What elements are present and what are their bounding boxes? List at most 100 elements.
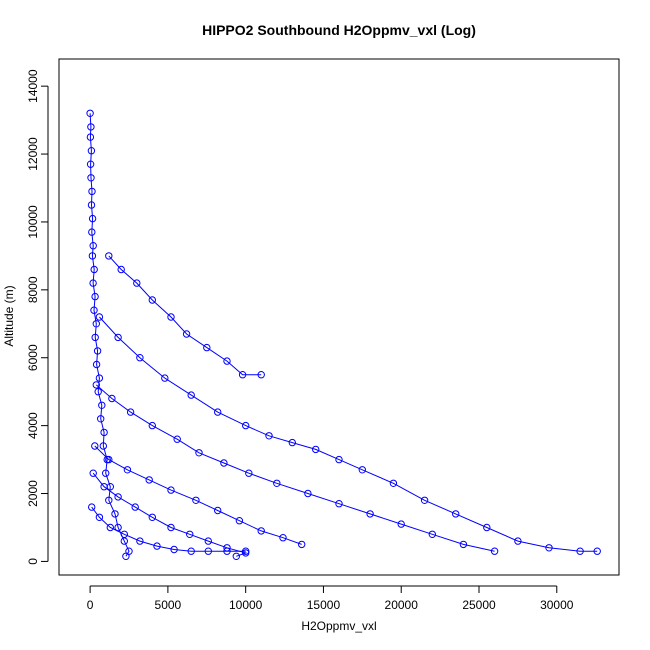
data-point [108,394,116,403]
data-point [95,313,104,321]
y-tick-label: 12000 [26,137,40,171]
data-point [100,428,108,437]
data-point [133,279,141,287]
data-point [420,496,429,504]
x-tick-label: 5000 [155,598,182,612]
data-point [87,147,96,155]
data-series [86,109,133,560]
data-point [88,214,97,223]
data-point [90,265,98,274]
data-point [304,489,312,498]
x-tick-label: 30000 [540,598,574,612]
data-point [335,455,343,464]
data-point [186,530,194,538]
data-point [148,421,157,430]
data-point [92,360,101,369]
data-point [238,371,247,379]
data-point [136,354,144,362]
data-point [92,320,101,328]
data-point [86,109,94,118]
data-point [91,442,99,450]
data-point [312,445,320,454]
y-tick-label: 6000 [26,344,40,371]
data-point [148,513,157,521]
data-point [593,547,601,555]
data-point [123,466,132,474]
data-point [86,133,95,141]
data-series [92,381,499,555]
data-point [105,252,113,260]
data-point [187,547,195,555]
data-point [223,547,231,555]
series-line [99,316,598,552]
data-point [100,483,108,491]
data-point [358,466,366,474]
data-point [91,292,99,301]
data-point [397,520,405,528]
data-point [232,552,241,560]
y-tick-label: 4000 [26,412,40,439]
data-point [192,496,200,504]
data-point [483,523,491,532]
data-series [105,252,265,379]
data-series [91,442,306,549]
data-point [92,381,101,389]
data-point [89,242,97,250]
data-point [122,552,130,560]
data-point [576,547,584,555]
data-point [120,530,129,538]
data-point [145,476,153,484]
data-point [273,479,281,487]
data-point [148,296,157,304]
data-point [88,228,96,236]
data-point [105,496,113,504]
data-point [279,534,287,542]
data-point [87,123,95,131]
x-tick-label: 25000 [462,598,496,612]
data-point [86,160,95,168]
data-point [89,279,97,287]
data-point [242,421,250,430]
y-tick-label: 10000 [26,205,40,239]
y-axis-label: Altitude (m) [2,285,16,346]
data-point [153,542,161,550]
data-point [117,265,125,274]
data-point [265,432,273,440]
data-point [106,523,115,532]
data-point [88,187,96,196]
data-point [136,537,144,545]
data-point [167,523,175,532]
data-point [182,330,191,338]
series-line [92,472,248,557]
data-point [452,510,460,518]
data-point [214,506,222,515]
data-point [242,547,250,555]
data-point [389,479,398,487]
data-point [97,415,105,423]
x-tick-label: 20000 [385,598,419,612]
series-line [94,445,302,545]
data-point [161,374,169,382]
data-point [114,523,122,532]
data-point [514,537,522,545]
data-point [214,408,222,416]
data-point [223,357,231,365]
data-point [98,401,106,409]
data-series [95,313,601,555]
data-point [220,459,228,467]
data-series [89,469,250,560]
plot-frame [58,58,620,576]
series-line [91,506,246,552]
x-tick-label: 0 [87,598,94,612]
data-point [131,503,139,511]
data-point [167,486,175,494]
y-tick-label: 14000 [26,69,40,103]
data-series [88,503,250,555]
data-point [91,333,99,342]
data-point [173,435,181,443]
data-point [90,306,98,314]
data-point [99,442,108,450]
data-point [95,513,104,521]
data-point [94,388,102,396]
